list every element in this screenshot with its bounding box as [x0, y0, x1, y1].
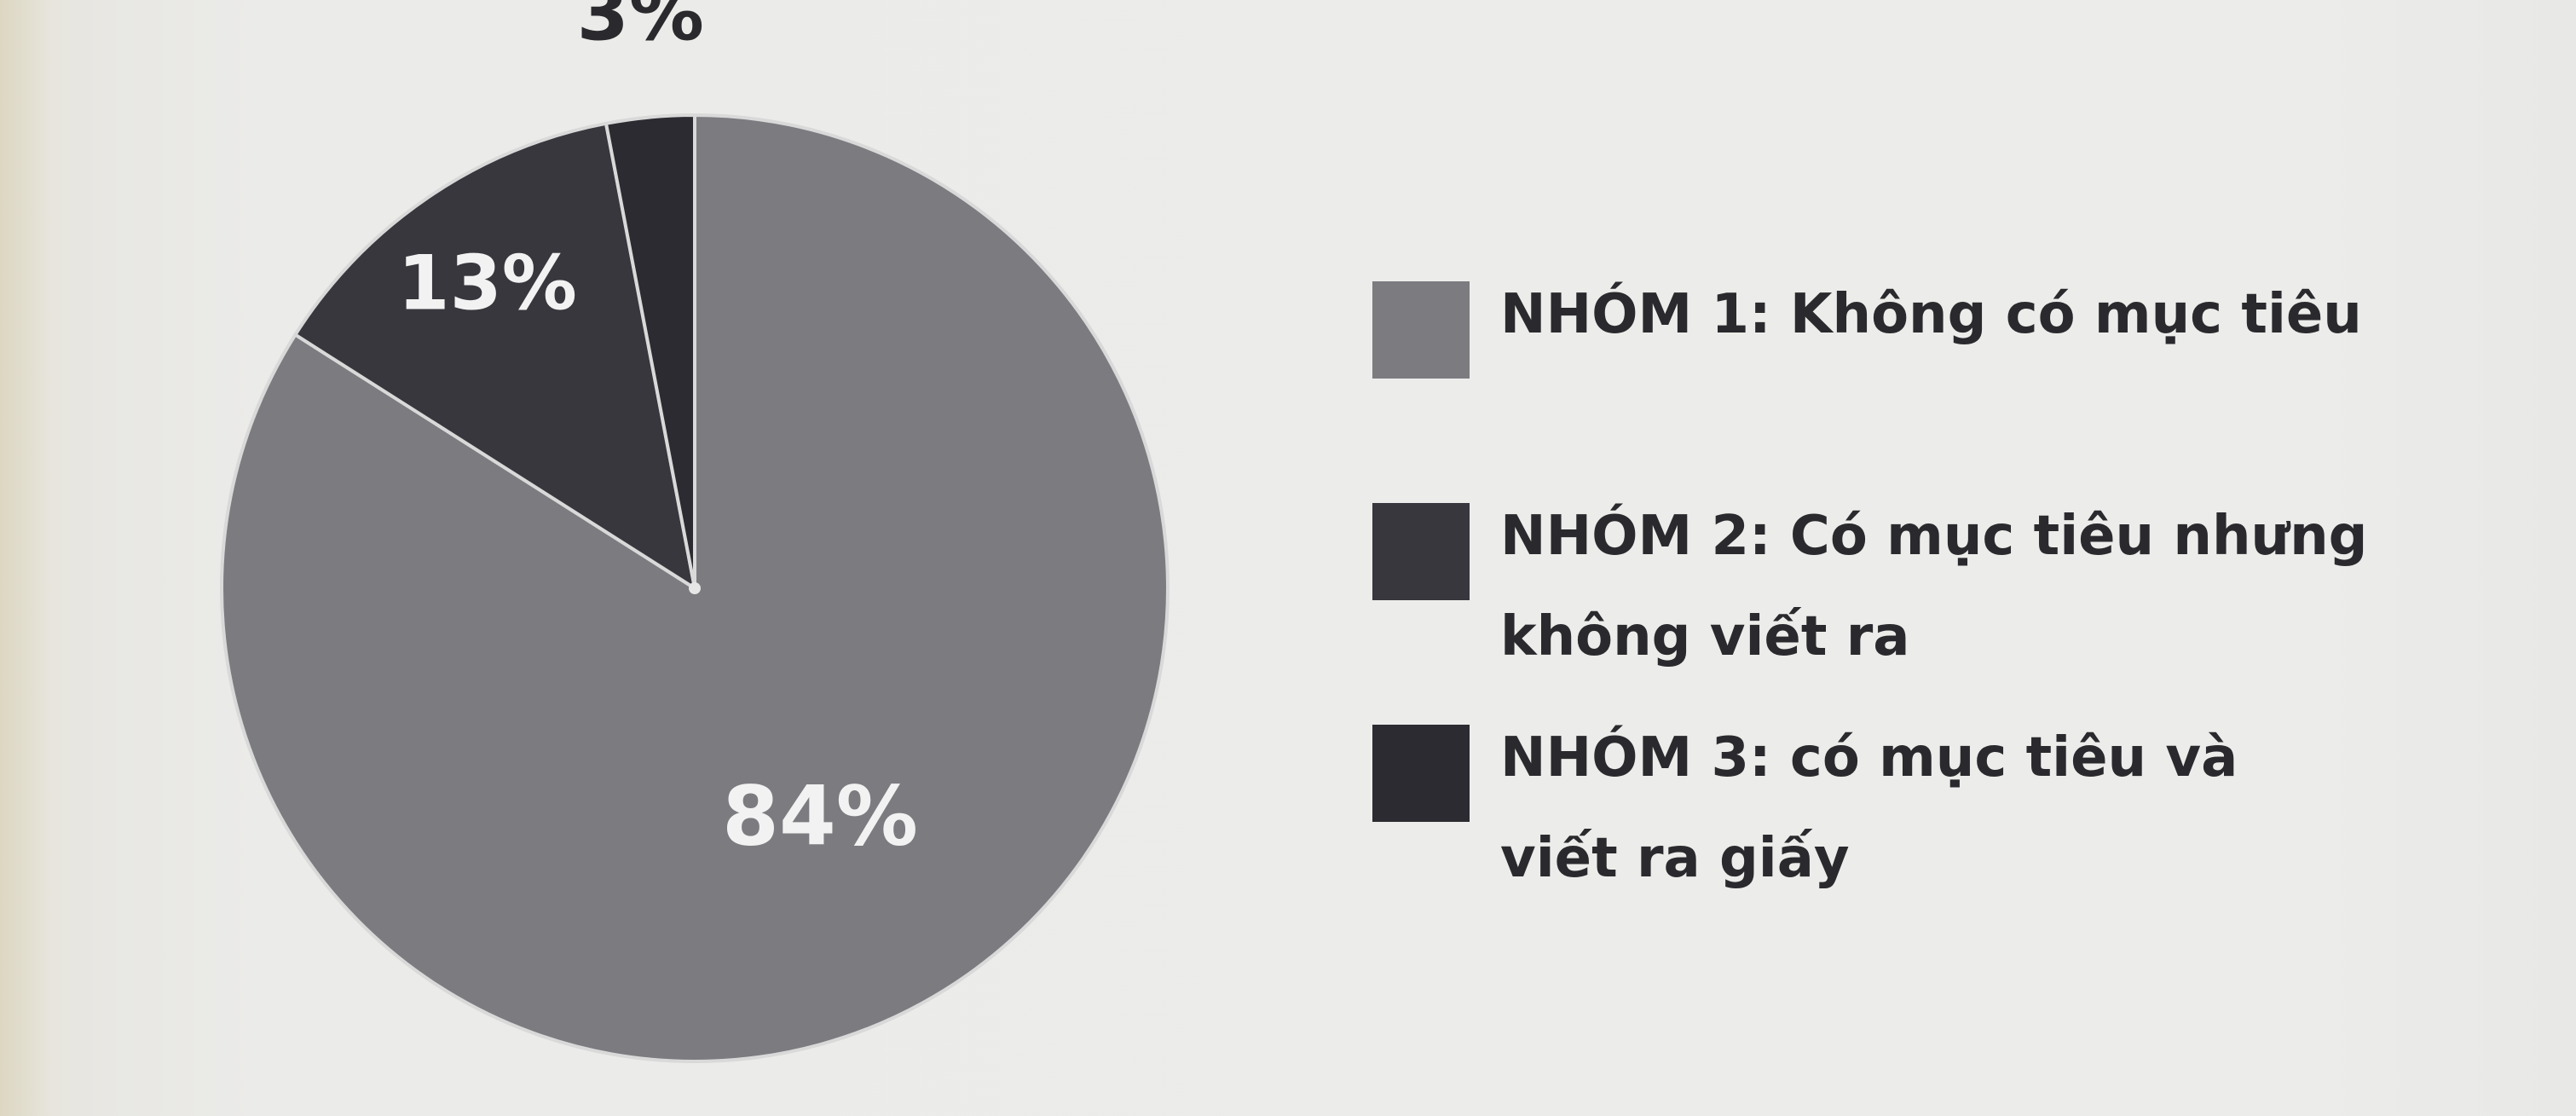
slice-label-group-3: 3%	[577, 0, 704, 57]
legend-swatch-group-2	[1372, 503, 1470, 600]
pie-slices	[220, 113, 1170, 1063]
legend-label-group-3: NHÓM 3: có mục tiêu và viết ra giấy	[1500, 726, 2238, 890]
pie-labels: 84% 13% 3%	[397, 0, 918, 864]
pie-center-dot	[689, 582, 701, 594]
legend-swatch-group-1	[1372, 281, 1470, 379]
legend-label-group-1: NHÓM 1: Không có mục tiêu	[1500, 283, 2362, 346]
slice-group-1	[220, 113, 1170, 1063]
slice-group-2	[293, 121, 696, 590]
slice-label-group-2: 13%	[397, 239, 577, 327]
slice-group-3	[604, 113, 696, 590]
slice-label-group-1: 84%	[722, 768, 918, 864]
legend-swatch-group-3	[1372, 725, 1470, 822]
legend-label-group-2: NHÓM 2: Có mục tiêu nhưng không viết ra	[1500, 505, 2368, 668]
page-edge-shadow	[0, 0, 51, 1116]
